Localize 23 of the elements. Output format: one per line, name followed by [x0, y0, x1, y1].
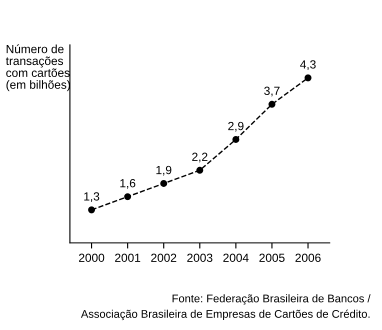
data-label: 4,3 [300, 60, 316, 70]
x-tick-label: 2002 [151, 254, 176, 262]
y-axis-title: Número de transações com cartões (em bilhões) [6, 44, 70, 92]
point [88, 206, 96, 214]
point [196, 166, 204, 174]
x-tick-label: 2004 [223, 254, 249, 262]
source-note: Fonte: Federação Brasileira de Bancos / Associação Brasileira de Empresas de Cartões de Crédito. [80, 294, 371, 320]
data-label: 1,3 [84, 192, 100, 202]
x-tick-label: 2006 [295, 254, 321, 262]
data-label: 2,2 [192, 152, 208, 162]
data-label: 1,6 [120, 179, 136, 189]
data-label: 2,9 [228, 122, 244, 132]
point [124, 193, 132, 200]
point [268, 100, 276, 108]
x-tick-label: 2003 [187, 254, 212, 262]
data-label: 3,7 [264, 86, 280, 96]
point [232, 136, 240, 143]
x-tick-label: 2005 [259, 254, 285, 262]
x-tick-label: 2000 [79, 254, 104, 262]
point [304, 74, 312, 82]
x-tick-label: 2001 [115, 254, 140, 262]
data-label: 1,9 [156, 166, 172, 176]
point [160, 180, 168, 187]
